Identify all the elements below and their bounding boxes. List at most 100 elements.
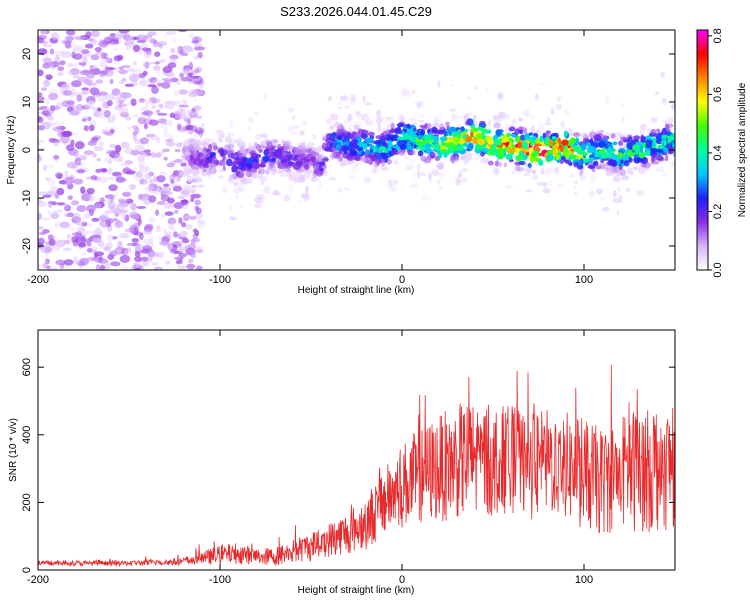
spectrogram-cell — [165, 101, 175, 110]
spectrogram-cell — [81, 104, 91, 110]
spectrogram-cell — [202, 168, 207, 173]
spectrogram-cell — [399, 143, 407, 150]
spectrogram-cell — [44, 164, 55, 169]
spectrogram-cell — [187, 179, 197, 184]
spectrogram-cell — [464, 136, 473, 143]
spectrogram-cell — [78, 154, 87, 161]
spectrogram-cell — [137, 163, 145, 168]
spectrogram-cell — [142, 62, 151, 69]
spectrogram-cell — [461, 168, 468, 172]
spectrogram-cell — [86, 204, 96, 213]
spectrogram-cell — [215, 129, 224, 134]
spectrogram-cell — [56, 187, 65, 196]
spectrogram-cell — [76, 94, 83, 102]
spectrogram-cell — [67, 63, 74, 67]
spectrogram-cell — [99, 60, 108, 68]
snr-x-tick-label: -100 — [209, 574, 231, 586]
spectrogram-cell — [183, 139, 189, 146]
spectrogram-cell — [200, 123, 206, 130]
spectrogram-cell — [416, 163, 422, 170]
spectrogram-cell — [371, 167, 377, 175]
spectrogram-cell — [46, 190, 57, 196]
spectrogram-cell — [115, 249, 121, 254]
spectrogram-cell — [222, 185, 227, 195]
spectrogram-cell — [117, 209, 129, 213]
spectrogram-cell — [466, 96, 472, 100]
spectrogram-cell — [195, 127, 200, 131]
spectrogram-cell — [107, 43, 116, 47]
colorbar-tick-label: 0.6 — [712, 87, 724, 102]
spectrogram-cell — [644, 165, 650, 171]
spectrogram-cell — [38, 237, 46, 245]
spectrogram-cell — [178, 104, 189, 108]
spectrogram-cell — [283, 194, 291, 202]
spectrogram-cell — [201, 148, 207, 155]
spectrogram-cell — [517, 167, 525, 172]
spectrogram-cell — [166, 231, 173, 238]
spectrogram-cell — [629, 171, 634, 175]
spectrogram-cell — [293, 149, 302, 155]
spectrogram-cell — [523, 173, 530, 177]
spectrogram-cell — [186, 180, 192, 184]
spectrogram-cell — [54, 221, 61, 228]
spectrogram-cell — [423, 157, 432, 164]
spectrogram-cell — [419, 114, 426, 118]
spectrogram-cell — [48, 238, 56, 247]
spectrogram-cell — [47, 210, 53, 215]
spectrogram-cell — [180, 230, 187, 238]
spectrogram-cell — [60, 135, 71, 144]
spectrogram-cell — [287, 161, 294, 166]
spectrogram-cell — [639, 145, 644, 153]
spectrogram-cell — [546, 154, 554, 162]
spectrogram-cell — [88, 124, 95, 132]
spectrogram-cell — [287, 184, 294, 194]
spectrogram-cell — [419, 124, 427, 128]
spectrogram-cell — [616, 186, 621, 192]
spectrogram-cell — [646, 127, 651, 134]
spectrogram-cell — [78, 242, 87, 248]
spectrogram-cell — [42, 194, 52, 198]
spectrogram-cell — [545, 117, 552, 125]
spectrogram-cell — [605, 131, 611, 137]
spectrogram-cell — [191, 107, 196, 113]
spectrogram-cell — [156, 225, 161, 233]
spectrogram-cell — [365, 119, 374, 126]
spectrogram-cell — [147, 31, 157, 36]
spectrogram-cell — [343, 187, 350, 191]
spectrogram-cell — [87, 116, 92, 122]
spectrogram-cell — [148, 195, 157, 203]
spectrogram-cell — [338, 187, 343, 193]
spectrogram-cell — [71, 41, 77, 50]
spectrogram-cell — [178, 114, 188, 120]
spectrogram-cell — [41, 30, 47, 37]
spectrogram-cell — [158, 59, 166, 63]
snr-y-ticks: 0 200 400 600 — [21, 358, 675, 573]
spectrogram-cell — [108, 203, 116, 208]
spectrogram-cell — [152, 65, 161, 71]
spectrogram-cell — [157, 82, 163, 87]
spectrogram-cell — [297, 173, 305, 179]
spectrogram-cell — [57, 72, 64, 76]
spectrogram-cell — [322, 133, 326, 139]
spectrogram-cell — [621, 174, 629, 181]
spectrogram-cell — [131, 68, 142, 75]
spectrogram-cell — [335, 120, 339, 125]
spectrogram-cell — [95, 109, 105, 117]
spectrogram-cell — [470, 131, 474, 138]
spectrogram-cell — [438, 152, 443, 159]
spectrogram-cell — [107, 158, 112, 165]
spectrogram-cell — [191, 184, 198, 188]
spectrogram-cell — [626, 167, 634, 175]
spectrogram-cell — [524, 167, 532, 174]
spectrogram-cell — [172, 100, 181, 104]
spectrogram-cell — [187, 72, 193, 77]
spectrogram-x-tick-label: 100 — [575, 274, 593, 286]
spectrogram-cell — [148, 235, 154, 243]
spectrogram-cell — [465, 120, 471, 126]
spectrogram-cell — [347, 113, 352, 122]
spectrogram-cell — [177, 196, 185, 199]
spectrogram-x-tick-label: -200 — [27, 274, 49, 286]
spectrogram-cell — [134, 144, 146, 153]
spectrogram-cell — [42, 262, 48, 269]
